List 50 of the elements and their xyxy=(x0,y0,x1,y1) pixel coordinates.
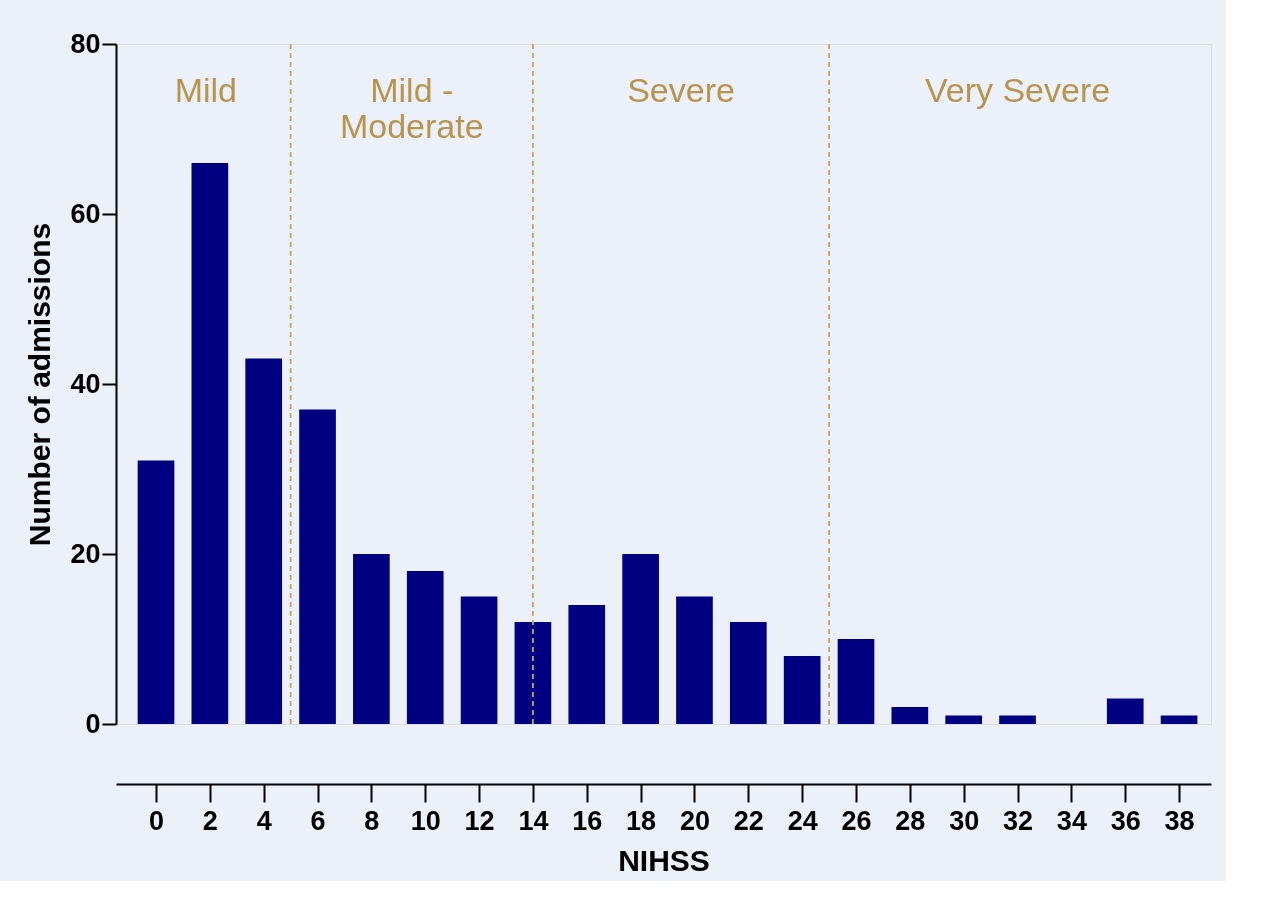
x-tick-label: 26 xyxy=(841,805,872,836)
x-tick-label: 22 xyxy=(733,805,764,836)
bar xyxy=(299,409,336,724)
y-tick-label: 80 xyxy=(70,28,101,59)
bar xyxy=(1106,698,1144,724)
x-tick-label: 34 xyxy=(1056,805,1087,836)
bar xyxy=(837,639,875,724)
bar xyxy=(999,715,1036,724)
bar xyxy=(406,571,444,724)
annotation: Severe xyxy=(627,70,735,109)
y-axis-title: Number of admissions xyxy=(23,222,57,547)
bar xyxy=(783,656,821,724)
bar xyxy=(729,622,767,724)
x-tick-label: 16 xyxy=(572,805,603,836)
x-tick-label: 4 xyxy=(256,805,272,836)
x-tick-label: 38 xyxy=(1164,805,1195,836)
bar xyxy=(514,622,552,724)
x-tick-label: 8 xyxy=(364,805,380,836)
x-tick-label: 6 xyxy=(310,805,326,836)
bar xyxy=(137,460,175,724)
bar xyxy=(245,358,283,724)
x-tick-label: 20 xyxy=(679,805,710,836)
y-tick-label: 20 xyxy=(70,538,101,569)
x-tick-label: 12 xyxy=(464,805,495,836)
x-tick-label: 0 xyxy=(148,805,165,836)
x-tick-label: 30 xyxy=(949,805,980,836)
bar xyxy=(353,554,390,724)
x-tick-label: 32 xyxy=(1003,805,1034,836)
x-tick-label: 10 xyxy=(410,805,441,836)
bar xyxy=(1160,715,1198,724)
x-tick-label: 28 xyxy=(895,805,926,836)
x-tick-label: 24 xyxy=(787,805,818,836)
annotation: Very Severe xyxy=(924,70,1111,109)
x-tick-label: 18 xyxy=(626,805,657,836)
bar xyxy=(191,163,229,724)
bar xyxy=(622,554,659,724)
bar xyxy=(568,605,606,724)
bar xyxy=(891,707,929,724)
x-tick-label: 2 xyxy=(202,805,218,836)
bar xyxy=(676,596,713,724)
y-tick-label: 40 xyxy=(70,368,101,399)
x-axis-title: NIHSS xyxy=(618,843,710,877)
annotation: Mild xyxy=(174,70,237,109)
bar xyxy=(945,715,983,724)
x-tick-label: 14 xyxy=(518,805,549,836)
bar xyxy=(460,596,498,724)
y-tick-label: 60 xyxy=(70,198,101,229)
x-tick-label: 36 xyxy=(1110,805,1141,836)
y-tick-label: 0 xyxy=(85,708,101,739)
annotation: Mild - Moderate xyxy=(339,70,484,145)
